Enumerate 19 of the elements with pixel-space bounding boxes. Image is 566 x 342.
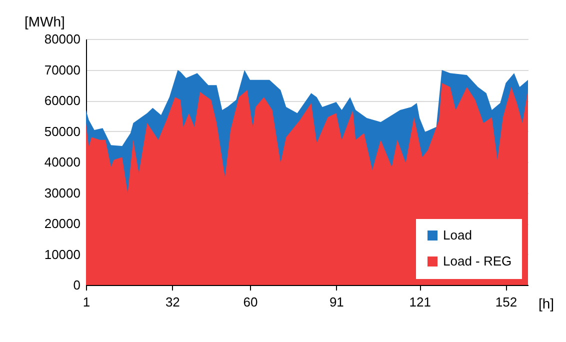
x-tick-label: 1 [82,294,90,310]
y-tick-label: 50000 [44,124,80,139]
series-label: Load - REG [443,254,512,268]
y-axis-title: [MWh] [24,14,65,30]
y-tick-label: 40000 [44,154,80,170]
x-tick-label: 60 [243,294,258,310]
y-tick-label: 30000 [44,185,80,200]
series-label: Load [443,228,472,242]
x-tick-label: 152 [495,294,518,310]
x-tick-label: 121 [409,294,431,310]
y-tick-label: 70000 [44,62,80,78]
x-axis-title: [h] [538,296,554,312]
y-tick-label: 60000 [44,93,80,108]
y-tick-label: 20000 [44,216,80,231]
x-tick-label: 32 [165,294,180,310]
y-tick-label: 0 [73,278,80,292]
y-tick-label: 10000 [44,246,80,262]
y-tick-label: 80000 [44,32,80,46]
x-tick-label: 91 [329,294,344,310]
